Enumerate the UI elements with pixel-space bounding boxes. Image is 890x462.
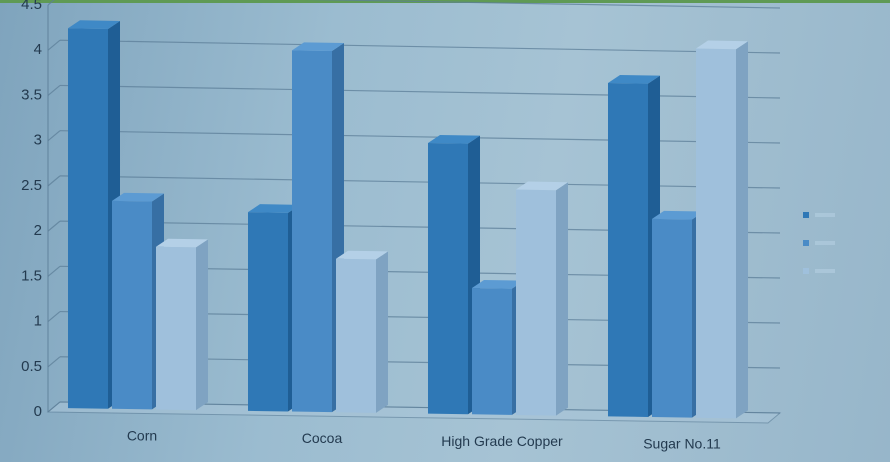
gridline (59, 130, 781, 144)
bar-side-face (376, 251, 388, 413)
y-tick-label: 0.5 (21, 358, 42, 375)
floor-plane (46, 401, 782, 424)
bar-top-face (472, 280, 524, 289)
chart-floor (46, 401, 782, 424)
bar-front-face (652, 218, 692, 418)
bar-front-face (472, 288, 512, 415)
x-category-label: Corn (127, 427, 157, 443)
bar (696, 40, 748, 419)
y-tick-label: 2 (34, 222, 42, 239)
bar-front-face (428, 142, 468, 415)
bar-front-face (696, 48, 736, 419)
bar-front-face (516, 189, 556, 416)
bar-front-face (336, 258, 376, 413)
bar-top-face (68, 20, 120, 29)
gridline-wall-edge (47, 84, 61, 96)
gridline (59, 175, 781, 189)
legend-entry-blur (815, 213, 835, 217)
bar-top-face (336, 250, 388, 260)
gridline (59, 84, 781, 99)
gridline (303, 0, 781, 9)
gridline-wall-edge (47, 356, 61, 368)
x-category-label: Sugar No.11 (643, 436, 721, 452)
y-tick-label: 1 (34, 313, 42, 330)
y-tick-label: 1.5 (21, 267, 42, 284)
y-tick-label: 2.5 (21, 177, 42, 194)
gridline-wall-edge (47, 130, 61, 142)
gridline-wall-edge (47, 220, 61, 232)
bars (68, 20, 748, 419)
bar-front-face (248, 212, 288, 412)
gridline-wall-edge (47, 39, 61, 51)
legend-entry-blur (815, 241, 835, 245)
gridline (59, 39, 781, 54)
bar-top-face (248, 204, 300, 213)
bar-top-face (652, 210, 704, 220)
bar-side-face (556, 182, 568, 416)
gridline-wall-edge (47, 265, 61, 277)
bar-top-face (112, 192, 164, 202)
y-tick-label: 4 (34, 41, 42, 58)
bar-top-face (428, 134, 480, 144)
gridline-wall-edge (47, 311, 61, 323)
y-tick-label: 4.5 (21, 0, 42, 13)
bar-top-face (696, 40, 748, 50)
bar-front-face (292, 50, 332, 413)
legend-swatch (803, 212, 809, 218)
x-axis-categories: Corn Cocoa High Grade Copper Sugar No.11 (127, 427, 721, 451)
bar-front-face (112, 200, 152, 410)
bar (336, 250, 388, 413)
bar (516, 181, 568, 416)
bar-top-face (608, 74, 660, 84)
bar-front-face (68, 28, 108, 409)
legend-entry-blur (815, 269, 835, 273)
bar-side-face (736, 41, 748, 419)
bar (156, 238, 208, 411)
y-tick-label: 3.5 (21, 86, 42, 103)
bar-top-face (516, 181, 568, 191)
bar-front-face (156, 246, 196, 411)
gridline-wall-edge (47, 0, 55, 6)
bar-top-face (292, 42, 344, 52)
x-category-label: Cocoa (302, 430, 343, 446)
bar-top-face (156, 238, 208, 248)
bar-front-face (608, 82, 648, 417)
y-tick-label: 0 (34, 403, 42, 420)
y-axis-ticks: 0 0.5 1 1.5 2 2.5 3 3.5 4 4.5 (21, 0, 42, 420)
legend (803, 212, 835, 274)
gridline-wall-edge (47, 175, 61, 187)
legend-swatch (803, 240, 809, 246)
legend-swatch (803, 268, 809, 274)
x-category-label: High Grade Copper (441, 433, 563, 449)
y-tick-label: 3 (34, 132, 42, 149)
bar-side-face (196, 239, 208, 411)
